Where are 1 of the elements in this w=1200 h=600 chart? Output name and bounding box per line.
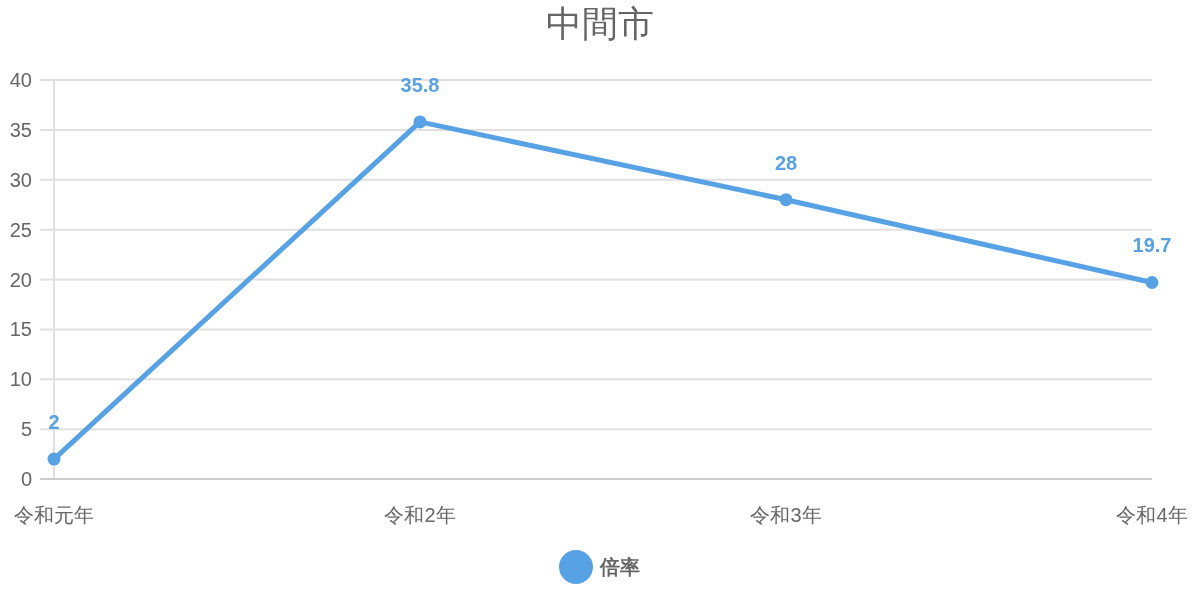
title: 中間市 xyxy=(546,3,654,44)
